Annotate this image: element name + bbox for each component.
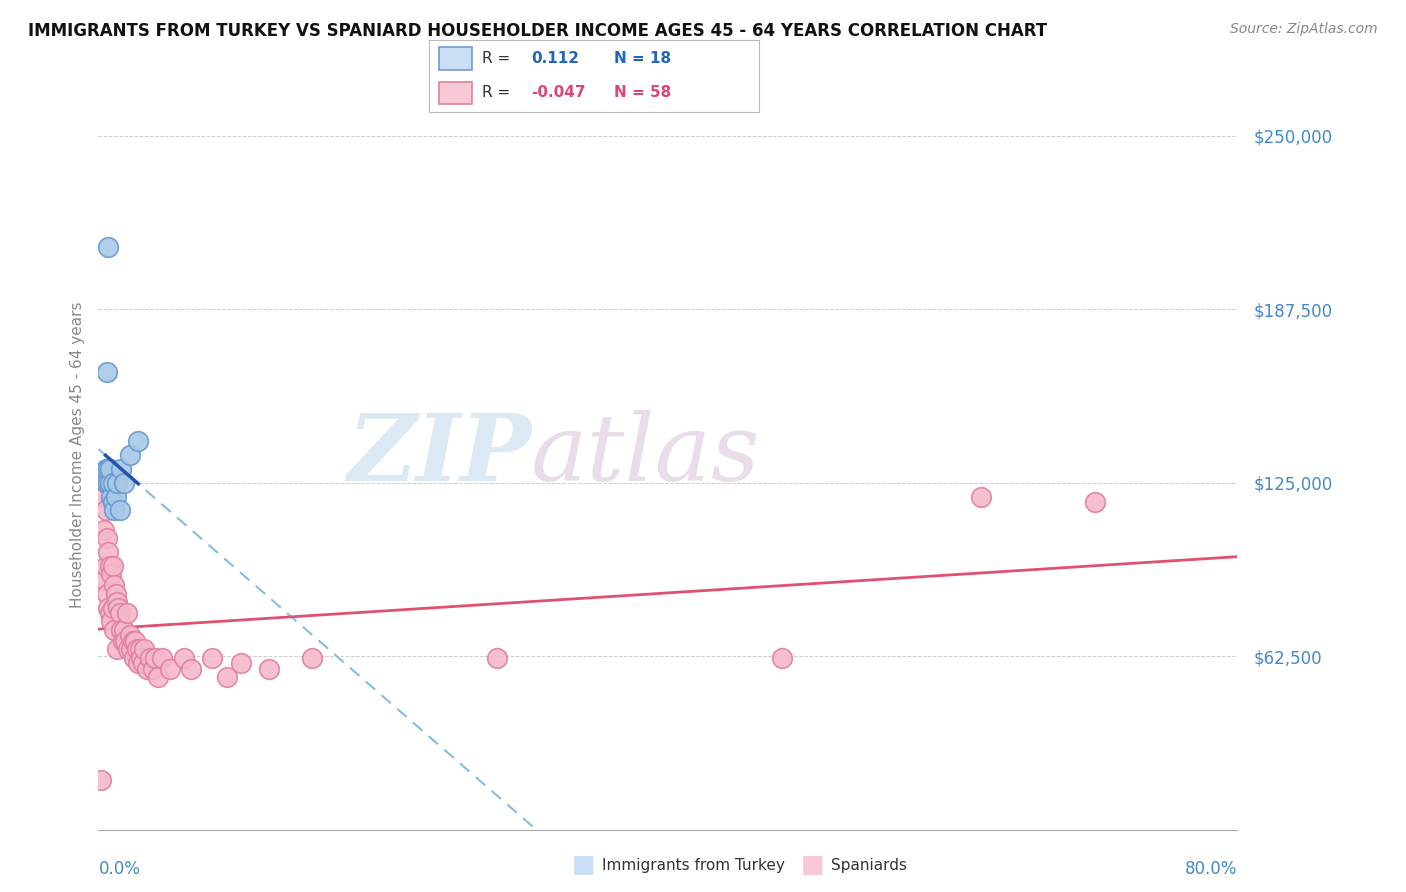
Point — [145, 650, 167, 665]
Point — [1084, 495, 1107, 509]
Point — [91, 490, 114, 504]
Point — [97, 545, 120, 559]
Point — [101, 495, 124, 509]
Point — [101, 600, 124, 615]
Point — [107, 600, 129, 615]
Point — [94, 475, 117, 490]
Text: ■: ■ — [572, 854, 595, 877]
Point — [93, 523, 115, 537]
Point — [229, 656, 252, 670]
Text: ■: ■ — [801, 854, 824, 877]
Point — [110, 623, 132, 637]
Bar — [439, 47, 472, 70]
Text: -0.047: -0.047 — [531, 86, 586, 101]
Bar — [439, 81, 472, 104]
Point — [100, 615, 122, 629]
Point — [114, 633, 136, 648]
Point — [486, 650, 509, 665]
Point — [97, 462, 120, 476]
Point — [105, 595, 128, 609]
Point — [108, 606, 131, 620]
Point — [105, 475, 128, 490]
Text: N = 58: N = 58 — [614, 86, 671, 101]
Point — [180, 662, 202, 676]
Text: R =: R = — [482, 51, 510, 66]
Point — [94, 503, 117, 517]
Text: IMMIGRANTS FROM TURKEY VS SPANIARD HOUSEHOLDER INCOME AGES 45 - 64 YEARS CORRELA: IMMIGRANTS FROM TURKEY VS SPANIARD HOUSE… — [28, 22, 1047, 40]
Point — [131, 656, 153, 670]
Text: R =: R = — [482, 86, 510, 101]
Point — [152, 650, 174, 665]
Point — [122, 650, 145, 665]
Point — [127, 656, 149, 670]
Point — [120, 642, 142, 657]
Point — [201, 650, 224, 665]
Point — [96, 531, 118, 545]
Point — [770, 650, 793, 665]
Point — [98, 462, 121, 476]
Point — [101, 558, 124, 573]
Point — [132, 642, 155, 657]
Text: Source: ZipAtlas.com: Source: ZipAtlas.com — [1230, 22, 1378, 37]
Text: 0.112: 0.112 — [531, 51, 579, 66]
Text: 80.0%: 80.0% — [1185, 860, 1237, 878]
Point — [97, 475, 120, 490]
Point — [128, 642, 150, 657]
Point — [121, 633, 143, 648]
Point — [97, 240, 120, 254]
Point — [173, 650, 195, 665]
Y-axis label: Householder Income Ages 45 - 64 years: Householder Income Ages 45 - 64 years — [69, 301, 84, 608]
Point — [94, 558, 117, 573]
Point — [148, 670, 170, 684]
Point — [98, 558, 121, 573]
Point — [115, 606, 138, 620]
Point — [215, 670, 238, 684]
Text: Immigrants from Turkey: Immigrants from Turkey — [602, 858, 785, 872]
Point — [96, 587, 118, 601]
Point — [301, 650, 323, 665]
Point — [98, 606, 121, 620]
Point — [112, 623, 135, 637]
Point — [159, 662, 181, 676]
Point — [259, 662, 281, 676]
Point — [111, 633, 134, 648]
Point — [103, 623, 125, 637]
Point — [97, 600, 120, 615]
Point — [112, 475, 135, 490]
Point — [100, 567, 122, 582]
Point — [103, 578, 125, 592]
Point — [93, 573, 115, 587]
Point — [103, 503, 125, 517]
Point — [125, 642, 148, 657]
Point — [96, 365, 118, 379]
Point — [135, 662, 157, 676]
Point — [104, 587, 127, 601]
Point — [90, 772, 112, 787]
Text: ZIP: ZIP — [347, 410, 531, 500]
Point — [138, 650, 160, 665]
Point — [129, 650, 152, 665]
Point — [118, 448, 141, 462]
Text: Spaniards: Spaniards — [831, 858, 907, 872]
Point — [98, 475, 121, 490]
Point — [970, 490, 993, 504]
Text: N = 18: N = 18 — [614, 51, 671, 66]
Text: atlas: atlas — [531, 410, 761, 500]
Point — [104, 490, 127, 504]
Point — [118, 628, 141, 642]
Point — [101, 475, 124, 490]
Point — [110, 462, 132, 476]
Point — [127, 434, 149, 448]
Point — [117, 642, 139, 657]
Point — [94, 462, 117, 476]
Point — [105, 642, 128, 657]
Point — [108, 503, 131, 517]
Point — [124, 633, 146, 648]
Point — [141, 662, 163, 676]
Point — [100, 490, 122, 504]
Text: 0.0%: 0.0% — [98, 860, 141, 878]
